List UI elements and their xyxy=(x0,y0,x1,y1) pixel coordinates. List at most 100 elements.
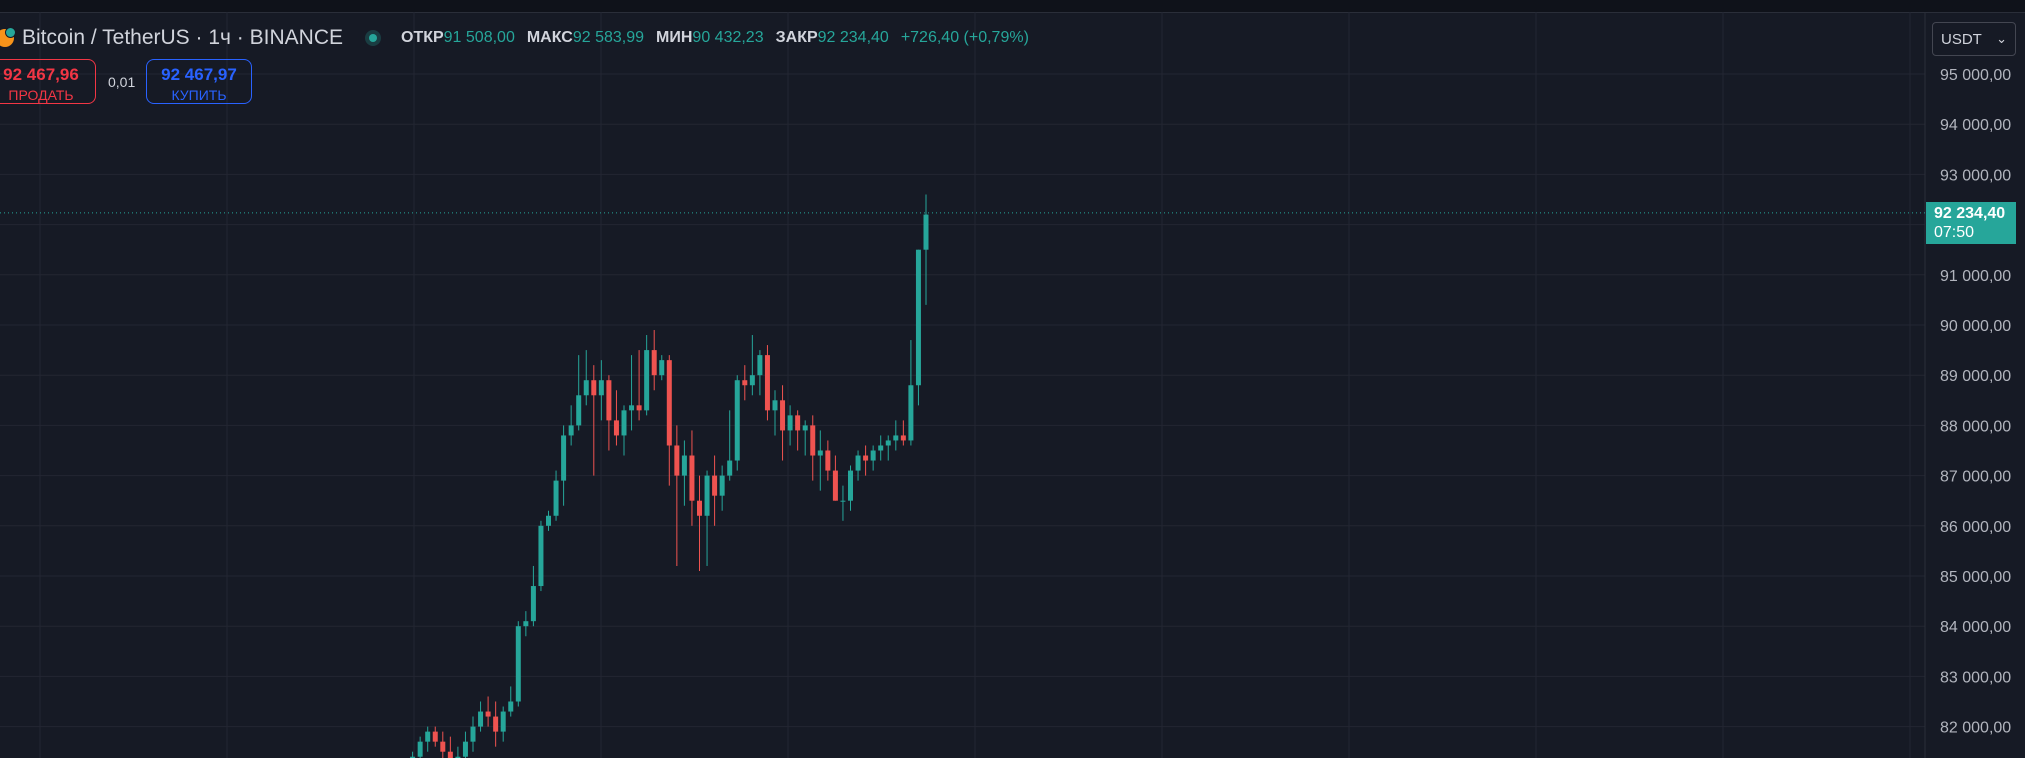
candle xyxy=(923,194,929,305)
candle xyxy=(832,455,838,501)
last-price-label: 92 234,40 07:50 xyxy=(1926,202,2016,244)
close-label: ЗАКР xyxy=(775,29,818,46)
price-tick-label: 94 000,00 xyxy=(1940,117,2011,134)
candle-body xyxy=(817,450,823,456)
candle xyxy=(440,731,446,758)
candle-body xyxy=(908,385,914,441)
candle xyxy=(787,405,793,446)
candle xyxy=(410,751,416,758)
candle-body xyxy=(893,435,899,441)
candle-body xyxy=(470,726,476,742)
candle-body xyxy=(712,475,718,496)
candle-body xyxy=(795,415,801,431)
candle xyxy=(674,425,680,566)
candle-body xyxy=(508,701,514,712)
candle-body xyxy=(848,470,853,501)
candle-body xyxy=(825,450,831,471)
candle-body xyxy=(780,400,786,431)
candle-body xyxy=(681,455,687,476)
candle xyxy=(681,440,687,506)
candle xyxy=(915,249,921,406)
price-tick-label: 83 000,00 xyxy=(1940,669,2011,686)
currency-select[interactable]: USDT ⌄ xyxy=(1932,22,2016,56)
top-toolbar-strip xyxy=(0,0,2025,13)
candle-body xyxy=(598,380,604,396)
price-tick-label: 89 000,00 xyxy=(1940,368,2011,385)
candle-body xyxy=(546,515,551,526)
candle xyxy=(478,701,484,732)
candle xyxy=(900,420,906,446)
candle xyxy=(432,726,438,747)
buy-label: КУПИТЬ xyxy=(171,87,227,103)
candle xyxy=(583,350,589,406)
candle-body xyxy=(644,350,650,411)
candle xyxy=(613,390,619,446)
candle xyxy=(742,365,748,401)
price-tick-label: 95 000,00 xyxy=(1940,67,2011,84)
buy-button[interactable]: 92 467,97 КУПИТЬ xyxy=(146,59,252,104)
candle-body xyxy=(840,500,846,502)
candle xyxy=(515,621,521,707)
candle xyxy=(493,701,499,747)
price-axis[interactable]: 82 000,00 83 000,00 84 000,00 85 000,00 86 0… xyxy=(1940,67,2011,737)
candle xyxy=(462,731,468,758)
candle xyxy=(870,445,876,471)
candle xyxy=(417,736,423,758)
candle xyxy=(749,335,755,396)
candle xyxy=(606,375,612,451)
candle-body xyxy=(870,450,876,461)
candle-body xyxy=(478,711,484,727)
sell-price: 92 467,96 xyxy=(3,65,79,84)
candle-body xyxy=(764,355,770,411)
candle-body xyxy=(485,711,491,717)
price-tick-label: 90 000,00 xyxy=(1940,318,2011,335)
candle xyxy=(508,686,514,717)
candle-body xyxy=(915,249,921,386)
candle xyxy=(878,435,884,461)
candle xyxy=(863,445,869,476)
candle-body xyxy=(606,380,612,421)
candle xyxy=(644,335,650,416)
candle xyxy=(802,420,808,456)
candle-body xyxy=(772,400,778,411)
candle xyxy=(712,455,718,526)
candle-body xyxy=(885,440,891,446)
sell-button[interactable]: 92 467,96 ПРОДАТЬ xyxy=(0,59,96,104)
candle-body xyxy=(855,455,861,471)
candle-body xyxy=(530,586,536,622)
symbol-legend: Bitcoin / TetherUS · 1ч · BINANCE ОТКР 91… xyxy=(0,24,1029,52)
candle-body xyxy=(410,756,416,758)
candle xyxy=(772,390,778,436)
candle xyxy=(591,365,597,476)
candle-body xyxy=(576,395,582,426)
candle-body xyxy=(500,711,506,732)
candle-body xyxy=(651,350,657,376)
candle-body xyxy=(666,360,672,446)
candle xyxy=(447,736,453,758)
candle xyxy=(908,340,914,446)
candle xyxy=(817,430,823,491)
candle xyxy=(704,470,710,566)
candle-body xyxy=(462,741,468,757)
candle-body xyxy=(440,741,446,752)
open-label: ОТКР xyxy=(401,29,444,46)
symbol-title[interactable]: Bitcoin / TetherUS · 1ч · BINANCE xyxy=(22,26,343,49)
candle-body xyxy=(900,435,906,441)
low-value: 90 432,23 xyxy=(692,29,764,46)
candle xyxy=(848,465,853,511)
open-value: 91 508,00 xyxy=(443,29,515,46)
candle-body xyxy=(417,741,423,757)
candle-body xyxy=(689,455,695,501)
candle-body xyxy=(538,525,544,587)
candle-body xyxy=(832,470,838,501)
candle xyxy=(734,375,740,471)
candle-body xyxy=(515,626,521,702)
candle-body xyxy=(749,375,755,386)
candle-body xyxy=(923,214,929,250)
bar-countdown: 07:50 xyxy=(1934,224,1975,241)
candle xyxy=(561,425,567,506)
candle xyxy=(810,415,816,481)
candle-body xyxy=(742,380,748,386)
price-tick-label: 88 000,00 xyxy=(1940,418,2011,435)
